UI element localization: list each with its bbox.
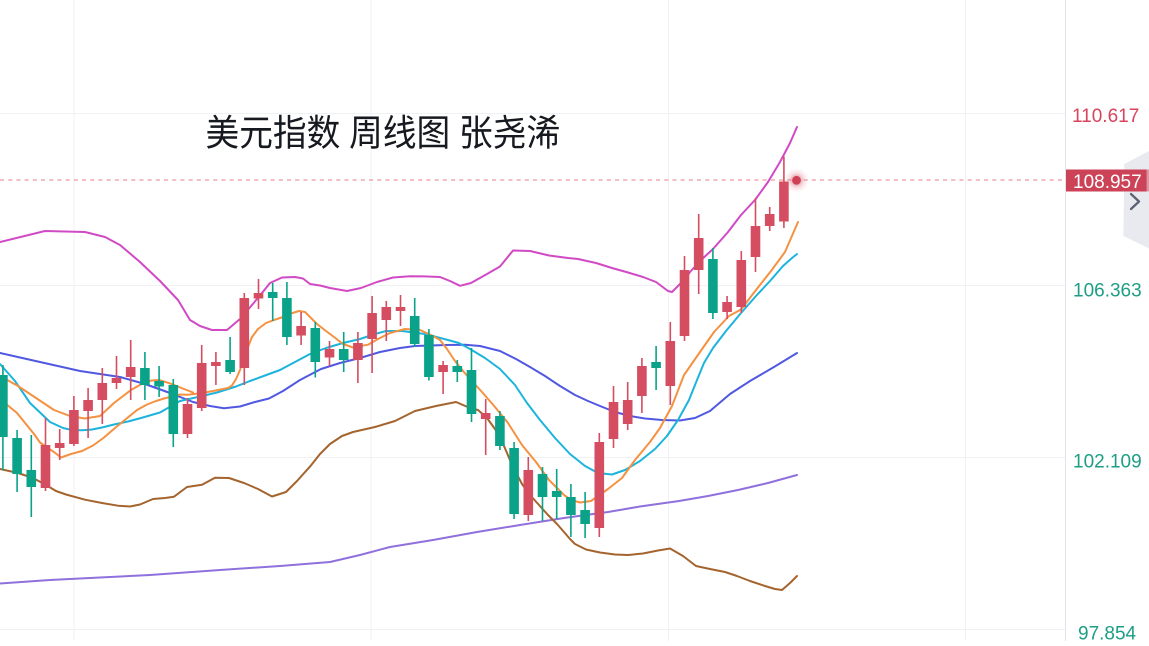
svg-text:106.363: 106.363 xyxy=(1073,281,1142,302)
svg-text:102.109: 102.109 xyxy=(1073,452,1142,473)
svg-text:108.957: 108.957 xyxy=(1073,172,1142,193)
svg-text:97.854: 97.854 xyxy=(1078,624,1137,642)
svg-text:110.617: 110.617 xyxy=(1072,106,1139,127)
